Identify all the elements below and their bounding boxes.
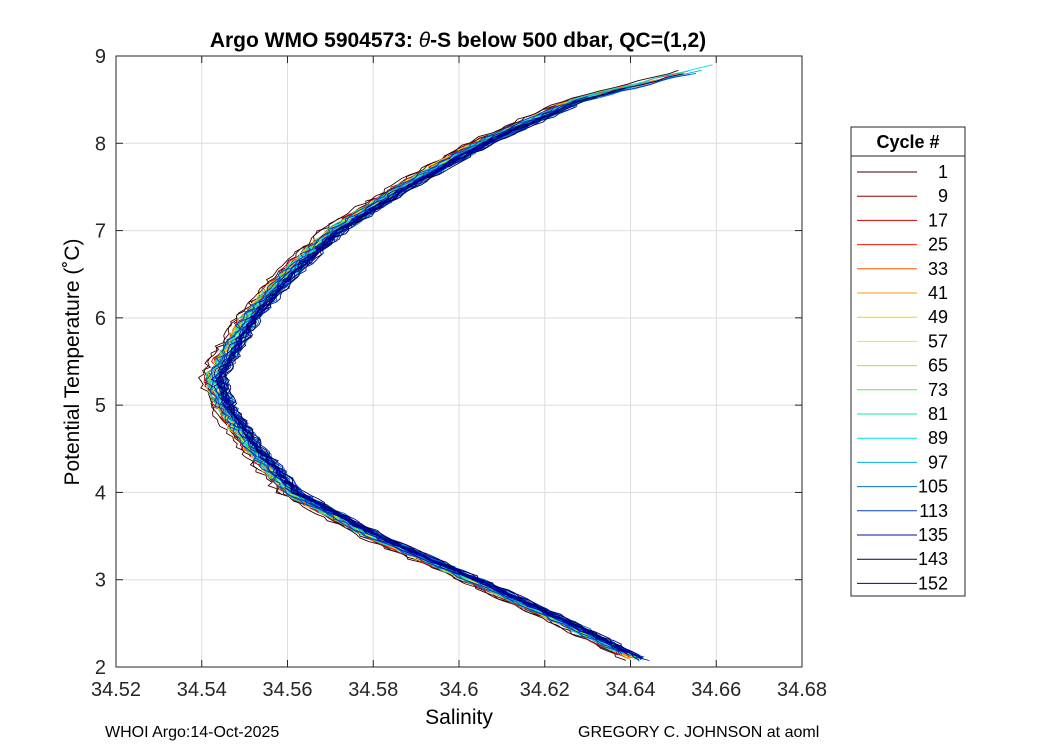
y-tick-label: 4 <box>95 482 106 504</box>
profile-line-cycle-41 <box>207 106 629 660</box>
legend-entries: 1 9 17 25 33 41 49 57 65 73 81 89 97 105 113 135 143 152 <box>857 162 948 593</box>
profile-line-cycle-105 <box>212 107 632 657</box>
title-symbol: θ <box>419 29 431 52</box>
legend-label-cycle-57: 57 <box>928 331 948 351</box>
profile-line-cycle-113 <box>209 105 623 655</box>
x-tick-label: 34.52 <box>91 679 141 701</box>
legend-label-cycle-113: 113 <box>919 501 948 521</box>
x-tick-label: 34.6 <box>440 679 479 701</box>
profile-line-cycle-97 <box>220 106 631 652</box>
x-tick-label: 34.58 <box>348 679 398 701</box>
profile-line-cycle-17 <box>203 123 630 659</box>
legend-label-cycle-73: 73 <box>928 380 948 400</box>
profile-line-cycle-17 <box>204 85 629 659</box>
footer-credit-date: WHOI Argo:14-Oct-2025 <box>105 724 280 741</box>
profile-line-cycle-81 <box>205 82 641 653</box>
profile-line-cycle-113 <box>221 104 645 658</box>
legend-label-cycle-152: 152 <box>918 573 948 593</box>
profile-line-cycle-89 <box>217 117 644 660</box>
profile-line-cycle-152 <box>219 129 650 661</box>
y-tick-label: 8 <box>95 133 106 155</box>
legend-box <box>850 126 966 597</box>
profile-line-cycle-152 <box>216 128 627 653</box>
y-tick-label: 5 <box>95 395 106 417</box>
x-tick-label: 34.68 <box>777 679 827 701</box>
legend-label-cycle-1: 1 <box>938 162 948 182</box>
y-tick-label: 9 <box>95 46 106 68</box>
x-axis-label: Salinity <box>425 706 493 729</box>
profile-line-cycle-113 <box>221 73 690 658</box>
axis-ticks: 34.52 34.54 34.56 34.58 34.6 34.62 34.64 34.66 3… <box>91 46 827 701</box>
profile-line-cycle-73 <box>213 132 636 660</box>
x-tick-label: 34.62 <box>520 679 570 701</box>
profile-line-cycle-143 <box>217 116 643 659</box>
profile-line-cycle-113 <box>206 99 621 656</box>
grid-lines <box>116 56 802 667</box>
profile-line-cycle-73 <box>216 126 632 655</box>
legend-title: Cycle # <box>876 132 939 152</box>
x-tick-label: 34.54 <box>177 679 227 701</box>
legend-label-cycle-33: 33 <box>928 259 948 279</box>
x-tick-label: 34.66 <box>691 679 741 701</box>
y-tick-label: 7 <box>95 221 106 243</box>
profile-line-cycle-9 <box>207 92 618 655</box>
profile-lines <box>197 64 713 662</box>
profile-line-cycle-57 <box>209 110 638 660</box>
legend: Cycle # 1 9 17 25 33 41 49 57 65 73 81 89 97 105 113 13… <box>850 126 966 597</box>
profile-line-cycle-143 <box>224 97 634 654</box>
x-tick-label: 34.56 <box>262 679 312 701</box>
y-axis-label: Potential Temperature (˚C) <box>61 238 84 485</box>
title-prefix: Argo WMO 5904573: <box>210 29 419 52</box>
legend-label-cycle-49: 49 <box>928 307 948 327</box>
legend-label-cycle-41: 41 <box>928 283 948 303</box>
y-tick-label: 6 <box>95 308 106 330</box>
legend-label-cycle-17: 17 <box>928 210 948 230</box>
legend-label-cycle-81: 81 <box>928 404 948 424</box>
legend-label-cycle-9: 9 <box>938 186 948 206</box>
profile-line-cycle-33 <box>207 122 631 658</box>
legend-label-cycle-105: 105 <box>918 477 948 497</box>
profile-line-cycle-135 <box>210 96 630 656</box>
y-tick-label: 2 <box>95 657 106 679</box>
profile-line-cycle-152 <box>215 108 626 651</box>
y-tick-label: 3 <box>95 570 106 592</box>
profile-line-cycle-1 <box>197 69 679 661</box>
legend-label-cycle-97: 97 <box>928 452 948 472</box>
footer-author: GREGORY C. JOHNSON at aoml <box>578 724 820 741</box>
title-suffix: -S below 500 dbar, QC=(1,2) <box>430 29 706 52</box>
legend-label-cycle-65: 65 <box>928 356 948 376</box>
profile-line-cycle-49 <box>211 128 632 657</box>
legend-label-cycle-89: 89 <box>928 428 948 448</box>
legend-label-cycle-143: 143 <box>918 549 948 569</box>
legend-label-cycle-135: 135 <box>918 525 948 545</box>
chart-title: Argo WMO 5904573: θ-S below 500 dbar, QC… <box>210 29 706 52</box>
legend-label-cycle-25: 25 <box>928 235 948 255</box>
profile-line-cycle-143 <box>219 131 627 653</box>
profile-line-cycle-81 <box>212 133 625 655</box>
x-tick-label: 34.64 <box>605 679 655 701</box>
